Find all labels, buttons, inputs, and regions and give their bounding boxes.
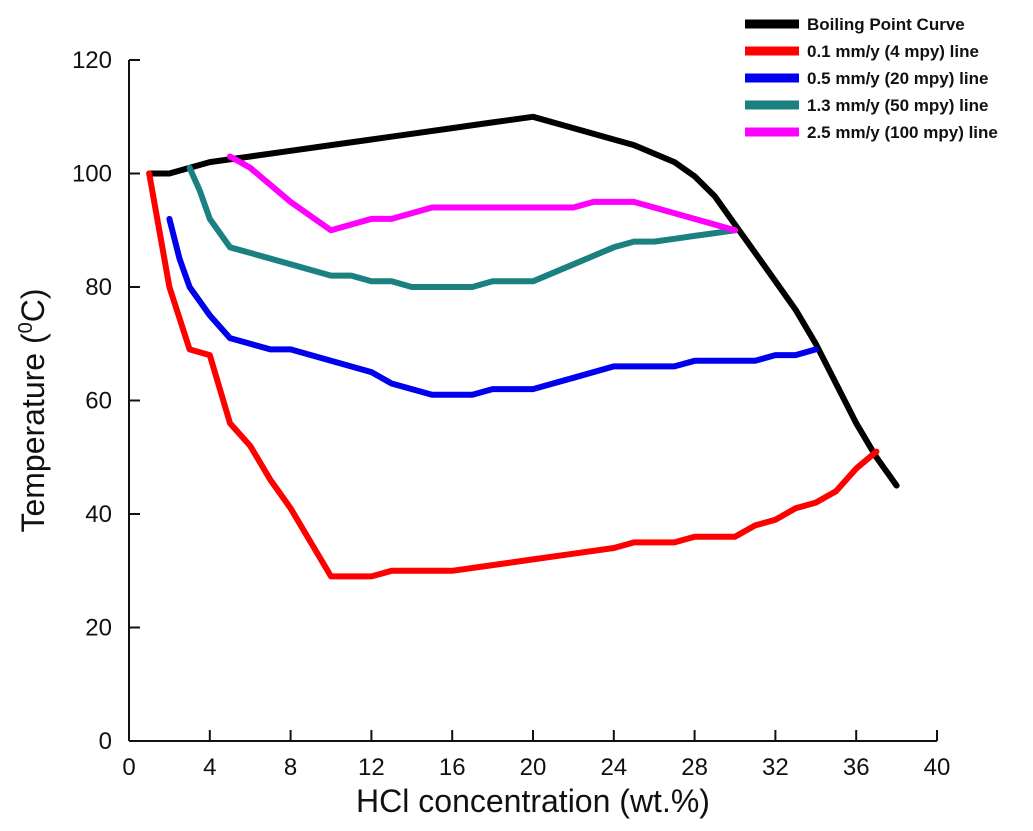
x-axis-title: HCl concentration (wt.%) (356, 783, 710, 819)
y-tick-label: 20 (85, 615, 112, 642)
x-tick-label: 28 (681, 754, 708, 781)
series-line-4 (186, 164, 738, 290)
series-line-3 (166, 215, 819, 398)
x-tick-label: 40 (924, 754, 951, 781)
x-tick-label: 0 (122, 754, 135, 781)
legend-label: Boiling Point Curve (807, 15, 965, 34)
legend-label: 0.1 mm/y (4 mpy) line (807, 42, 979, 61)
y-axis-title-tail: C) (15, 288, 51, 322)
series-line-2 (146, 170, 880, 580)
legend-label: 1.3 mm/y (50 mpy) line (807, 96, 988, 115)
x-ticks: 0 4 8 12 16 20 24 28 32 36 40 (122, 730, 950, 781)
legend: Boiling Point Curve 0.1 mm/y (4 mpy) line… (745, 15, 998, 142)
y-axis-title-superscript: 0 (15, 322, 37, 333)
legend-label: 0.5 mm/y (20 mpy) line (807, 69, 988, 88)
x-tick-label: 16 (439, 754, 466, 781)
y-axis-title: Temperature (0C) (15, 288, 51, 532)
series-line-1 (146, 113, 900, 489)
x-tick-label: 8 (284, 754, 297, 781)
y-ticks: 0 20 40 60 80 100 120 (72, 47, 140, 755)
x-tick-label: 32 (762, 754, 789, 781)
y-tick-label: 100 (72, 161, 112, 188)
x-tick-label: 12 (358, 754, 385, 781)
y-tick-label: 80 (85, 274, 112, 301)
y-axis-title-main: Temperature ( (15, 333, 51, 533)
x-tick-label: 20 (520, 754, 547, 781)
series-line-5 (227, 153, 738, 234)
y-tick-label: 0 (99, 728, 112, 755)
y-tick-label: 120 (72, 47, 112, 74)
y-tick-label: 60 (85, 388, 112, 415)
x-tick-label: 24 (600, 754, 627, 781)
legend-label: 2.5 mm/y (100 mpy) line (807, 123, 998, 142)
x-tick-label: 4 (203, 754, 216, 781)
y-tick-label: 40 (85, 501, 112, 528)
series-layer (146, 113, 900, 580)
x-tick-label: 36 (843, 754, 870, 781)
